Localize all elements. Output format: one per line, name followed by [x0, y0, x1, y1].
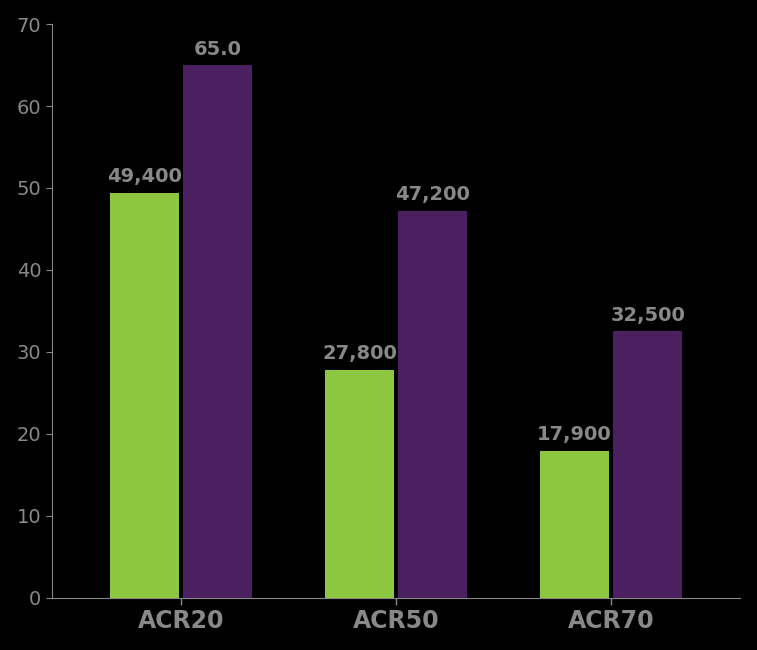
Text: 27,800: 27,800 [322, 344, 397, 363]
Bar [613, 332, 682, 597]
Bar [110, 193, 179, 597]
Bar [540, 451, 609, 597]
Text: 65.0: 65.0 [194, 40, 241, 58]
Bar [325, 370, 394, 597]
Bar [183, 65, 252, 597]
Bar [398, 211, 467, 597]
Text: 32,500: 32,500 [610, 306, 685, 325]
Text: 49,400: 49,400 [107, 167, 182, 187]
Text: 47,200: 47,200 [395, 185, 470, 204]
Text: 17,900: 17,900 [537, 425, 612, 445]
